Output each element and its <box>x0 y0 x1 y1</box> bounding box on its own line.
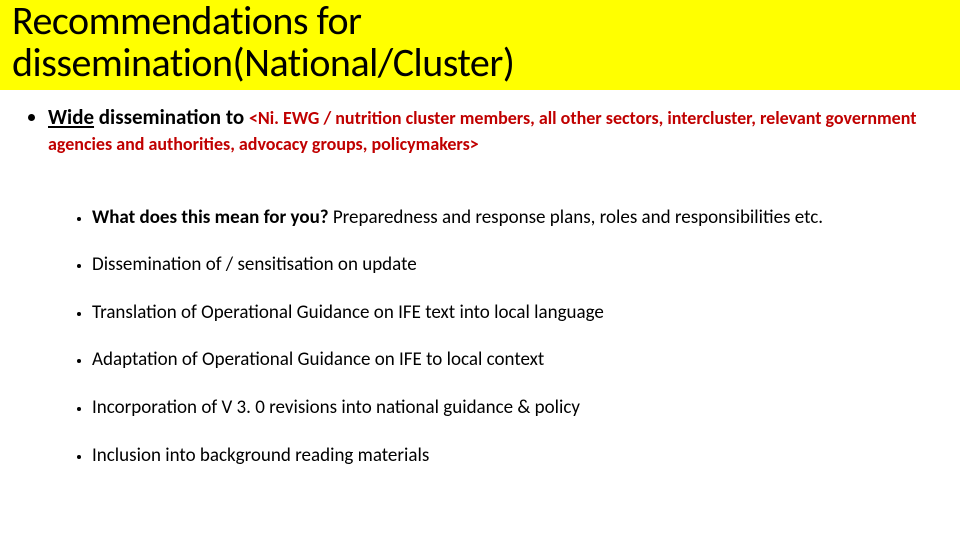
bullet-wide-dissemination: Wide dissemination to <Ni. EWG / nutriti… <box>48 104 940 468</box>
content-area: Wide dissemination to <Ni. EWG / nutriti… <box>0 90 960 468</box>
sub-bullet-2: Translation of Operational Guidance on I… <box>92 300 940 326</box>
sub-bullet-5: Inclusion into background reading materi… <box>92 443 940 469</box>
sub-bullet-4: Incorporation of V 3. 0 revisions into n… <box>92 395 940 421</box>
sub-bullet-4-rest: Incorporation of V 3. 0 revisions into n… <box>92 396 580 419</box>
sub-bullet-0-rest: Preparedness and response plans, roles a… <box>333 206 823 229</box>
level1-list: Wide dissemination to <Ni. EWG / nutriti… <box>20 104 940 468</box>
sub-bullet-5-rest: Inclusion into background reading materi… <box>92 444 429 467</box>
slide-title-line2: dissemination(National/Cluster) <box>12 42 948 84</box>
sub-bullet-1: Dissemination of / sensitisation on upda… <box>92 252 940 278</box>
level2-list: What does this mean for you? Preparednes… <box>48 205 940 469</box>
sub-bullet-2-rest: Translation of Operational Guidance on I… <box>92 301 604 324</box>
sub-bullet-3: Adaptation of Operational Guidance on IF… <box>92 347 940 373</box>
sub-bullet-0: What does this mean for you? Preparednes… <box>92 205 940 231</box>
sub-bullet-1-rest: Dissemination of / sensitisation on upda… <box>92 253 417 276</box>
title-band: Recommendations for dissemination(Nation… <box>0 0 960 90</box>
wide-word: Wide <box>48 104 94 130</box>
sub-bullet-3-rest: Adaptation of Operational Guidance on IF… <box>92 348 544 371</box>
sub-bullet-0-bold: What does this mean for you? <box>92 206 333 229</box>
lead-rest: dissemination to <box>94 104 249 130</box>
slide-title-line1: Recommendations for <box>12 0 948 42</box>
